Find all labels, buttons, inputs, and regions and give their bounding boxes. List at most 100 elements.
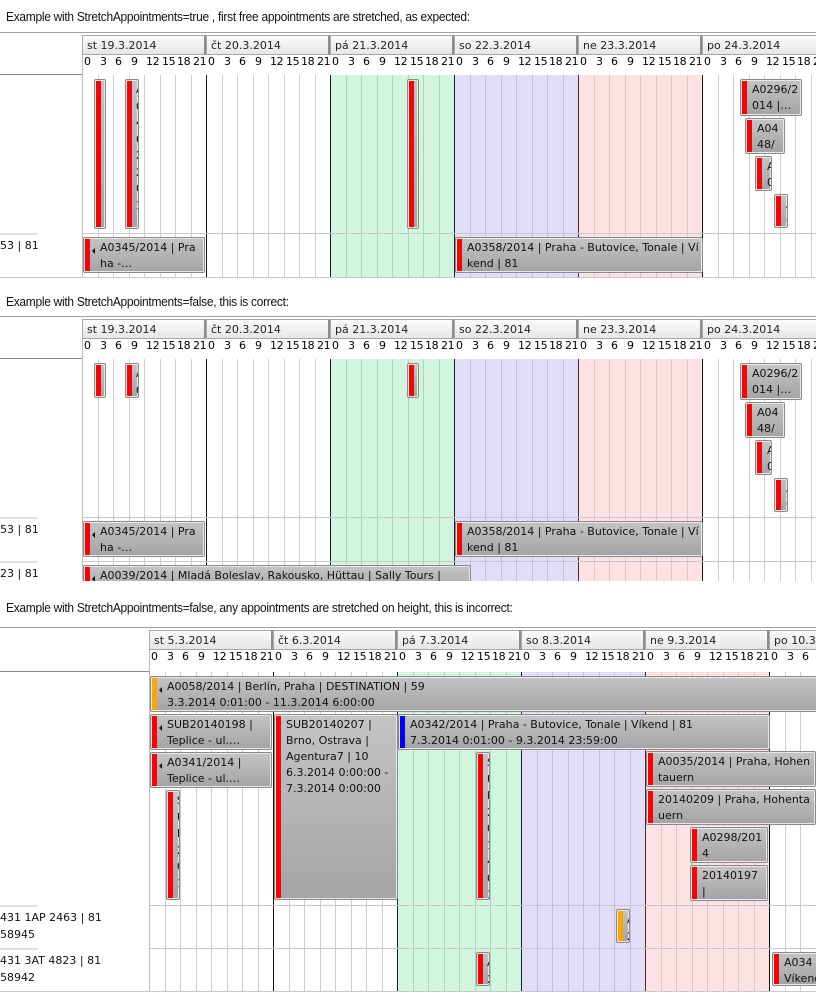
resource-separator <box>0 233 38 235</box>
hour-gridline <box>222 75 223 277</box>
appointment[interactable]: A0298/2014 | Praha… <box>690 827 768 863</box>
day-header[interactable]: pá 21.3.2014 <box>330 35 454 55</box>
appointment[interactable]: A0058/2014 | Berlín, Praha | DESTINATION… <box>150 676 816 712</box>
appointment[interactable]: A0447/201 <box>407 79 419 229</box>
appointment-text: A0402/201… <box>136 82 138 214</box>
hour-gridline <box>439 359 440 581</box>
appointment[interactable]: A0. <box>125 363 139 398</box>
day-separator <box>273 672 274 991</box>
hour-gridline <box>211 672 212 991</box>
scheduler-example-2[interactable]: st 19.3.2014 čt 20.3.2014 pá 21.3.2014 so 2… <box>0 316 816 581</box>
day-header[interactable]: čt 20.3.2014 <box>206 35 330 55</box>
hour-gridline <box>165 672 166 991</box>
appointment[interactable]: 20140197 | Praha htl,… <box>690 865 768 901</box>
hour-tick-label: 3 <box>539 650 546 663</box>
appointment[interactable]: A2. <box>476 952 490 986</box>
day-header[interactable]: ne 23.3.2014 <box>578 35 702 55</box>
day-header[interactable]: so 22.3.2014 <box>454 319 578 339</box>
appointment[interactable]: 20140209 | Praha, Hohentauern 9.3.2014 0… <box>646 789 816 825</box>
day-header[interactable]: čt 20.3.2014 <box>206 319 330 339</box>
hour-gridline <box>599 672 600 991</box>
appointment-status-bar <box>85 239 90 271</box>
day-header[interactable]: st 5.3.2014 <box>149 630 273 650</box>
day-header[interactable]: so 22.3.2014 <box>454 35 578 55</box>
hour-gridline <box>547 359 548 581</box>
appointment[interactable]: A0345/2014 | Praha -… <box>83 237 205 273</box>
appointment[interactable]: A0448/2… <box>745 402 785 438</box>
day-header[interactable]: st 19.3.2014 <box>82 35 206 55</box>
appointment[interactable]: SUB20140198 | Teplice - ul.… <box>150 714 272 750</box>
continues-left-arrow-icon <box>92 576 95 581</box>
appointment[interactable]: A0345/2014 | Praha -… <box>83 521 205 557</box>
hour-tick-label: 15 <box>725 650 739 663</box>
day-header[interactable]: po 24.3.2014 <box>702 319 816 339</box>
appointment[interactable]: A0342/2014 | Praha - Butovice, Tonale | … <box>398 714 770 750</box>
appointment[interactable]: A0 <box>94 363 106 398</box>
hour-gridline <box>563 75 564 277</box>
appointment[interactable]: SUB20140207 | Brno, Ostrava | Agentura7 … <box>274 714 398 900</box>
hour-tick-label: 12 <box>518 339 532 352</box>
hour-gridline <box>583 672 584 991</box>
resource-separator <box>0 561 38 563</box>
appointment[interactable]: A0448/2… <box>745 118 785 154</box>
hour-tick-label: 3 <box>472 339 479 352</box>
scheduler-example-3[interactable]: st 5.3.2014 čt 6.3.2014 pá 7.3.2014 so 8.3.… <box>0 627 816 996</box>
hour-tick-label: 12 <box>766 339 780 352</box>
resource-label: 23 | 81 <box>0 567 39 580</box>
appointment[interactable]: A0358/2014 | Praha - Butovice, Tonale | … <box>455 237 703 273</box>
appointment[interactable]: A0341/2014 | Teplice - ul.… <box>150 752 272 788</box>
hour-gridline <box>671 359 672 581</box>
day-header[interactable]: čt 6.3.2014 <box>273 630 397 650</box>
appointment[interactable]: A0 <box>407 363 419 398</box>
hour-tick-label: 18 <box>673 339 687 352</box>
hour-tick-label: 15 <box>162 55 176 68</box>
appointment[interactable]: A0 <box>755 440 772 475</box>
hour-gridline <box>113 75 114 277</box>
day-header[interactable]: st 19.3.2014 <box>82 319 206 339</box>
appointment[interactable]: A0 <box>774 194 788 228</box>
hour-tick-label: 21 <box>317 55 331 68</box>
hour-tick-label: 9 <box>694 650 701 663</box>
day-header[interactable]: pá 21.3.2014 <box>330 319 454 339</box>
appointment[interactable]: A0035/2014 | Praha, Hohentauern 9.3.2014… <box>646 751 816 787</box>
appointment-text: A0358/2014 | Praha - Butovice, Tonale | … <box>467 525 699 554</box>
hour-tick-label: 0 <box>84 55 91 68</box>
appointment[interactable]: A0402/201… <box>125 79 139 229</box>
hour-tick-label: 18 <box>177 339 191 352</box>
hour-tick-label: 9 <box>751 55 758 68</box>
appointment[interactable]: SUB20140 1 <box>476 752 490 900</box>
hour-tick-label: 12 <box>461 650 475 663</box>
appointment[interactable]: A034 Víkend <box>772 952 816 986</box>
day-header[interactable]: po 24.3.2014 <box>702 35 816 55</box>
appointment[interactable]: A0 <box>755 156 772 191</box>
hour-tick-label: 18 <box>244 650 258 663</box>
appointment-status-bar <box>478 754 483 898</box>
appointment[interactable]: A0039/2014 | Mladá Boleslav, Rakousko, H… <box>83 565 471 581</box>
resource-separator <box>0 517 38 519</box>
appointment[interactable]: A0296/2014 |… <box>740 363 802 400</box>
appointment-text: A0345/2014 | Praha -… <box>100 525 196 554</box>
appointment[interactable]: A0358/2014 | Praha - Butovice, Tonale | … <box>455 521 703 557</box>
day-header[interactable]: po 10.3.2014 <box>769 630 816 650</box>
day-header[interactable]: so 8.3.2014 <box>521 630 645 650</box>
day-header[interactable]: ne 23.3.2014 <box>578 319 702 339</box>
day-header[interactable]: pá 7.3.2014 <box>397 630 521 650</box>
hour-tick-label: 18 <box>425 339 439 352</box>
hour-tick-label: 15 <box>477 650 491 663</box>
hour-gridline <box>439 75 440 277</box>
appointment[interactable]: A0296/2014 |… <box>740 79 802 116</box>
appointment[interactable]: SUB201 <box>166 790 180 900</box>
hour-tick-label: 21 <box>632 650 646 663</box>
appointment[interactable]: A0138/2014 <box>94 79 106 229</box>
hour-gridline <box>253 75 254 277</box>
hour-tick-label: 9 <box>627 55 634 68</box>
appointment-status-bar <box>152 754 157 786</box>
day-header[interactable]: ne 9.3.2014 <box>645 630 769 650</box>
appointment[interactable]: A0 <box>774 478 788 512</box>
day-separator <box>521 672 522 991</box>
appointment[interactable]: A2 <box>616 909 630 943</box>
appointment-status-bar <box>409 81 414 227</box>
scheduler-example-1[interactable]: st 19.3.2014 čt 20.3.2014 pá 21.3.2014 so 2… <box>0 32 816 282</box>
appointment-status-bar <box>409 365 414 396</box>
day-separator <box>702 359 703 581</box>
